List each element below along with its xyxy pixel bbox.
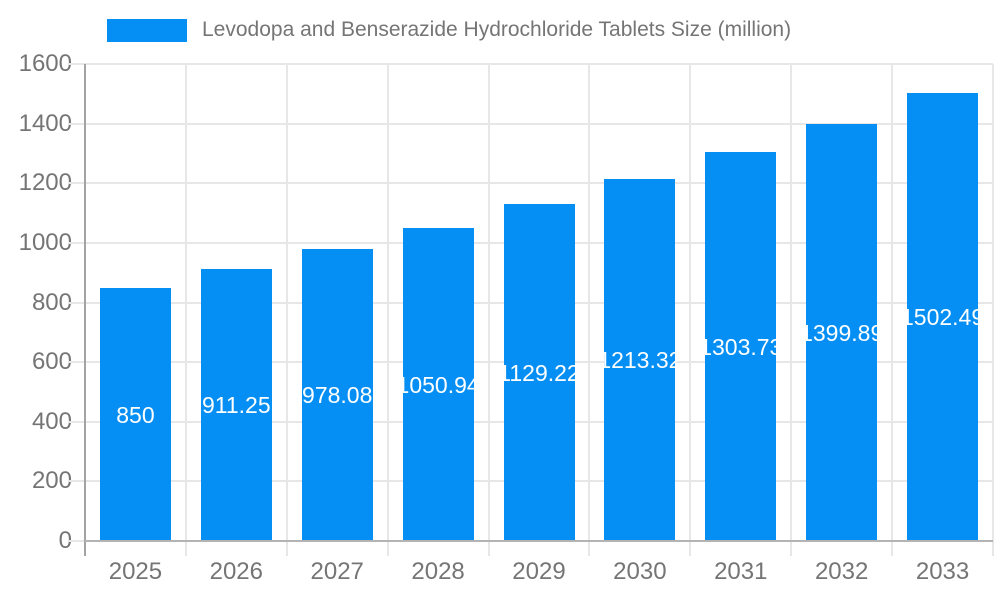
y-tick-label: 1200	[18, 169, 72, 197]
x-tick-label: 2029	[512, 558, 566, 585]
v-gridline	[790, 64, 793, 556]
y-tick-label: 0	[58, 527, 72, 554]
bar[interactable]: 850	[99, 288, 171, 541]
y-axis-line	[84, 64, 86, 556]
bar[interactable]: 911.25	[200, 269, 272, 541]
legend-label: Levodopa and Benserazide Hydrochloride T…	[202, 18, 792, 41]
v-gridline	[689, 64, 692, 556]
y-tick-label: 600	[31, 348, 72, 376]
v-gridline	[184, 64, 187, 556]
bar[interactable]: 978.08	[301, 249, 373, 541]
bar-value-label: 850	[116, 401, 155, 428]
bar-value-label: 1399.89	[800, 319, 884, 346]
y-tick-label: 1000	[18, 228, 72, 256]
bar[interactable]: 1399.89	[800, 124, 883, 541]
plot-area: 850 911.25 978.08 1050.94 1129.22 1213.32 1303…	[68, 63, 994, 556]
h-gridline	[68, 122, 993, 125]
bar[interactable]: 1303.73	[699, 152, 782, 541]
v-gridline	[588, 64, 591, 556]
v-gridline	[386, 64, 389, 556]
bar-value-label: 1213.32	[598, 347, 682, 373]
y-tick-label: 200	[31, 467, 72, 495]
bar-value-label: 978.08	[302, 382, 373, 408]
y-tick-label: 400	[31, 407, 72, 435]
bar-value-label: 1050.94	[396, 371, 480, 398]
bar[interactable]: 1129.22	[498, 204, 580, 541]
x-tick-label: 2026	[209, 558, 263, 585]
bar[interactable]: 1502.49	[901, 93, 984, 541]
legend-swatch-icon	[107, 18, 187, 42]
y-tick-label: 1600	[18, 50, 72, 77]
x-tick-label: 2025	[108, 558, 163, 585]
bar-value-label: 1129.22	[498, 359, 580, 386]
x-tick-label: 2031	[714, 558, 768, 585]
bar-value-label: 1303.73	[699, 333, 783, 360]
chart-legend[interactable]: Levodopa and Benserazide Hydrochloride T…	[107, 18, 791, 42]
x-tick-label: 2032	[814, 558, 869, 585]
v-gridline	[487, 64, 490, 556]
x-axis-line	[85, 540, 993, 542]
bar[interactable]: 1050.94	[397, 228, 480, 541]
bar-value-label: 1502.49	[900, 304, 985, 330]
x-tick-label: 2033	[915, 558, 970, 585]
y-tick-label: 800	[31, 288, 72, 316]
x-tick-label: 2030	[613, 558, 667, 585]
v-gridline	[992, 64, 994, 556]
y-tick-label: 1400	[18, 109, 72, 137]
h-gridline	[68, 182, 993, 185]
v-gridline	[891, 64, 894, 556]
x-tick-label: 2028	[411, 558, 465, 585]
x-tick-label: 2027	[310, 558, 364, 585]
h-gridline	[68, 63, 993, 65]
bar-value-label: 911.25	[202, 392, 271, 418]
bar[interactable]: 1213.32	[598, 179, 681, 541]
v-gridline	[285, 64, 288, 556]
